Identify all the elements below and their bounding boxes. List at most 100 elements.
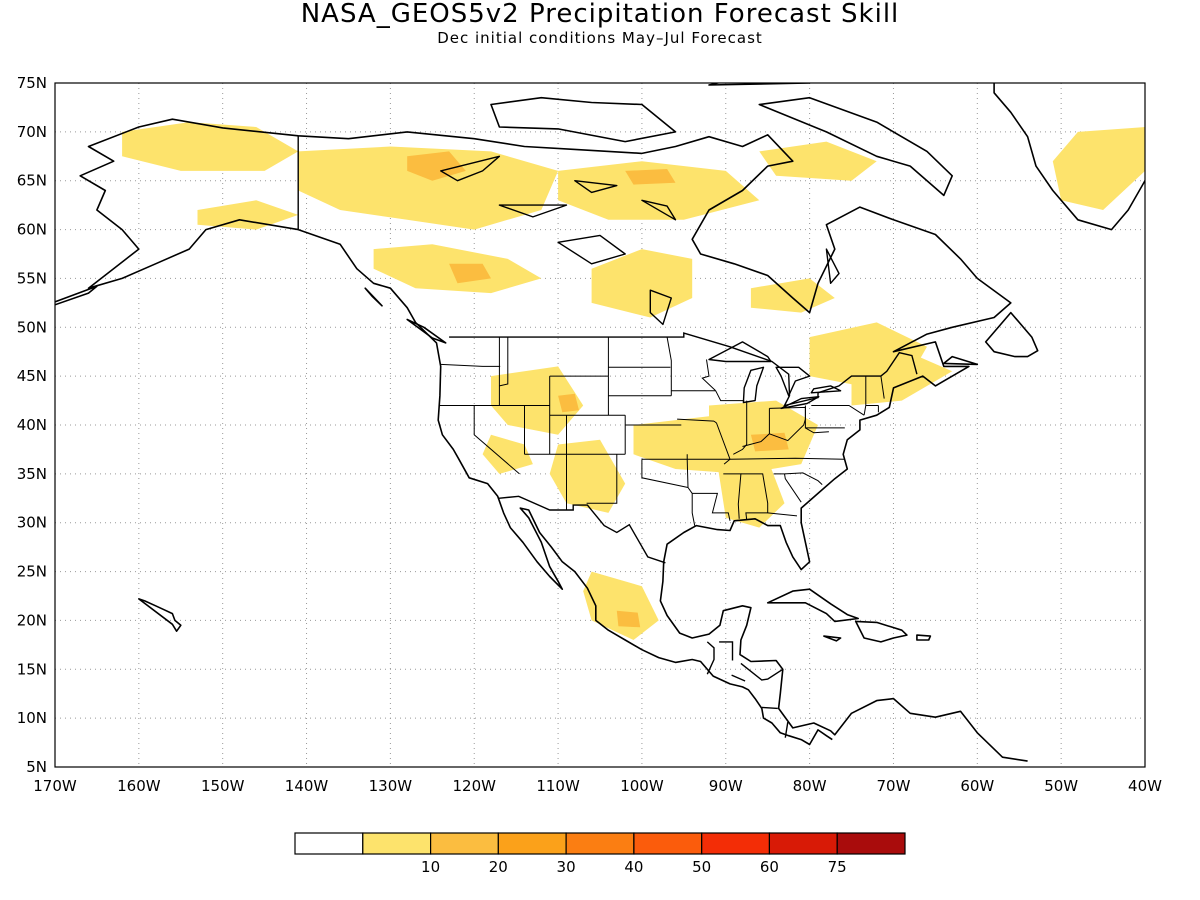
colorbar-label: 75 bbox=[828, 858, 847, 876]
state-border bbox=[666, 337, 672, 396]
lake-outline bbox=[498, 204, 568, 218]
skill-region-ohio-valley-core bbox=[750, 432, 789, 452]
lat-tick-label: 75N bbox=[17, 74, 47, 92]
lon-tick-label: 70W bbox=[877, 777, 911, 795]
latitude-axis: 75N 70N 65N 60N 55N 50N 45N 40N 35N 30N 25N 20N 15N 1… bbox=[17, 74, 47, 776]
lon-tick-label: 150W bbox=[201, 777, 245, 795]
state-border bbox=[586, 454, 618, 504]
skill-region-nunavut bbox=[558, 161, 760, 220]
island-outline bbox=[942, 355, 979, 366]
island-outline bbox=[490, 96, 677, 143]
skill-region-southwest-desert bbox=[482, 434, 533, 474]
country-border bbox=[761, 706, 778, 710]
lat-tick-label: 15N bbox=[17, 660, 47, 678]
island-outline bbox=[984, 311, 1039, 358]
lat-tick-label: 35N bbox=[17, 465, 47, 483]
country-border bbox=[706, 641, 715, 675]
island-outline bbox=[364, 287, 383, 307]
colorbar-label: 20 bbox=[489, 858, 508, 876]
lat-tick-label: 25N bbox=[17, 563, 47, 581]
state-border bbox=[677, 418, 715, 422]
lake-outline bbox=[780, 396, 820, 410]
skill-region-hudson-east bbox=[750, 278, 835, 313]
island-outline bbox=[55, 285, 98, 306]
colorbar-swatch bbox=[565, 832, 635, 855]
skill-region-mexico-central-core bbox=[616, 610, 641, 628]
colorbar-swatch bbox=[294, 832, 364, 855]
colorbar-swatch bbox=[768, 832, 838, 855]
political-borders bbox=[297, 135, 918, 738]
lon-tick-label: 120W bbox=[452, 777, 496, 795]
lon-tick-label: 90W bbox=[709, 777, 743, 795]
state-border bbox=[641, 459, 689, 488]
lon-tick-label: 50W bbox=[1044, 777, 1078, 795]
skill-region-nunavut-core bbox=[625, 169, 676, 185]
state-border bbox=[729, 457, 845, 460]
lake-outline bbox=[825, 248, 840, 284]
colorbar-label: 50 bbox=[692, 858, 711, 876]
island-outline bbox=[138, 598, 182, 633]
island-outline bbox=[766, 588, 860, 623]
lon-tick-label: 170W bbox=[33, 777, 77, 795]
colorbar-swatch bbox=[701, 832, 771, 855]
state-border bbox=[767, 512, 798, 517]
colorbar-swatch bbox=[430, 832, 500, 855]
lake-outline bbox=[810, 385, 842, 394]
lon-tick-label: 130W bbox=[369, 777, 413, 795]
lake-outline bbox=[574, 179, 618, 194]
skill-region-baffin bbox=[759, 141, 877, 181]
skill-region-alaska-south bbox=[197, 200, 299, 230]
coastline bbox=[297, 228, 833, 746]
country-border bbox=[784, 721, 789, 738]
country-border bbox=[731, 674, 746, 682]
state-border bbox=[701, 359, 717, 392]
island-outline bbox=[823, 635, 842, 642]
state-border bbox=[880, 376, 885, 399]
country-border bbox=[719, 641, 734, 661]
lat-tick-label: 30N bbox=[17, 514, 47, 532]
plot-frame bbox=[54, 82, 1146, 768]
skill-region-deep-south bbox=[717, 459, 785, 528]
lon-tick-label: 160W bbox=[117, 777, 161, 795]
colorbar-label: 10 bbox=[421, 858, 440, 876]
state-border bbox=[692, 492, 731, 521]
lat-tick-label: 5N bbox=[26, 758, 47, 776]
state-border bbox=[713, 420, 731, 465]
lon-tick-label: 40W bbox=[1128, 777, 1162, 795]
longitude-axis: 170W 160W 150W 140W 130W 120W 110W 100W 90W 80W 70… bbox=[33, 777, 1162, 795]
state-border bbox=[723, 473, 742, 519]
skill-region-great-basin-rockies bbox=[491, 366, 584, 435]
skill-region-alaska-north bbox=[122, 122, 299, 171]
lat-tick-label: 10N bbox=[17, 709, 47, 727]
lat-tick-label: 45N bbox=[17, 367, 47, 385]
skill-region-new-england bbox=[851, 356, 953, 406]
skill-region-mexico-central bbox=[583, 571, 659, 640]
lon-tick-label: 100W bbox=[620, 777, 664, 795]
island-outline bbox=[406, 318, 447, 344]
lat-tick-label: 70N bbox=[17, 123, 47, 141]
state-border bbox=[740, 473, 769, 520]
state-border bbox=[742, 408, 770, 447]
island-outline bbox=[758, 96, 954, 197]
skill-region-mackenzie-core bbox=[407, 151, 466, 181]
coastline bbox=[79, 118, 1028, 762]
state-border bbox=[733, 400, 748, 455]
skill-shading bbox=[122, 122, 1145, 640]
colorbar-label: 60 bbox=[760, 858, 779, 876]
lake-outline bbox=[440, 155, 501, 182]
colorbar-label: 30 bbox=[557, 858, 576, 876]
lat-tick-label: 55N bbox=[17, 269, 47, 287]
colorbar: 10 20 30 40 50 60 75 bbox=[294, 832, 906, 876]
chart-title: NASA_GEOS5v2 Precipitation Forecast Skil… bbox=[300, 0, 900, 29]
colorbar-label: 40 bbox=[624, 858, 643, 876]
coastlines bbox=[55, 83, 1145, 762]
state-border bbox=[805, 427, 829, 434]
skill-region-manitoba bbox=[591, 249, 693, 318]
lat-tick-label: 40N bbox=[17, 416, 47, 434]
state-border bbox=[686, 454, 696, 526]
country-border bbox=[740, 662, 784, 681]
lon-tick-label: 110W bbox=[536, 777, 580, 795]
lat-tick-label: 20N bbox=[17, 611, 47, 629]
skill-region-canada-mid-core bbox=[449, 263, 491, 284]
